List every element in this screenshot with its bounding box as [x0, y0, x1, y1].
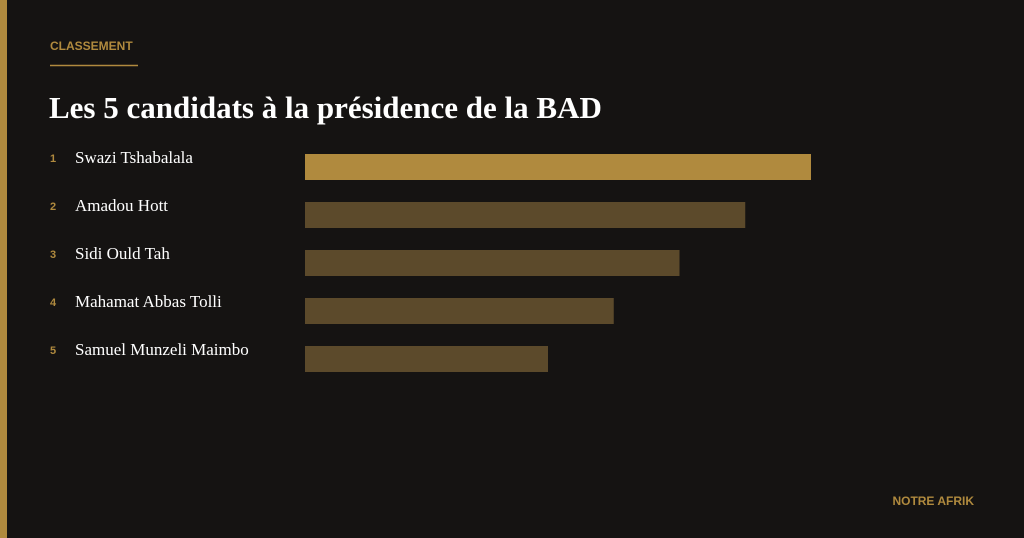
candidate-name: Amadou Hott [75, 196, 168, 215]
brand: NOTRE AFRIK [892, 494, 974, 508]
rank-number: 2 [50, 201, 56, 213]
rank-number: 1 [50, 153, 56, 165]
candidate-name: Swazi Tshabalala [75, 148, 193, 167]
rank-bar [305, 298, 614, 324]
rank-bar [305, 202, 746, 228]
accent-strip [0, 0, 7, 538]
title: Les 5 candidats à la présidence de la BA… [49, 90, 602, 125]
rank-number: 4 [50, 297, 57, 309]
rank-bar [305, 346, 548, 372]
candidate-name: Sidi Ould Tah [75, 244, 170, 263]
rank-number: 3 [50, 249, 56, 261]
rank-number: 5 [50, 345, 56, 357]
rank-bar [305, 250, 680, 276]
section-label: CLASSEMENT [50, 39, 133, 53]
rank-bar [305, 154, 811, 180]
candidate-name: Samuel Munzeli Maimbo [75, 340, 249, 359]
ranking-list: 1 Swazi Tshabalala 2 Amadou Hott 3 Sidi Ould … [50, 148, 811, 372]
candidate-name: Mahamat Abbas Tolli [75, 292, 222, 311]
